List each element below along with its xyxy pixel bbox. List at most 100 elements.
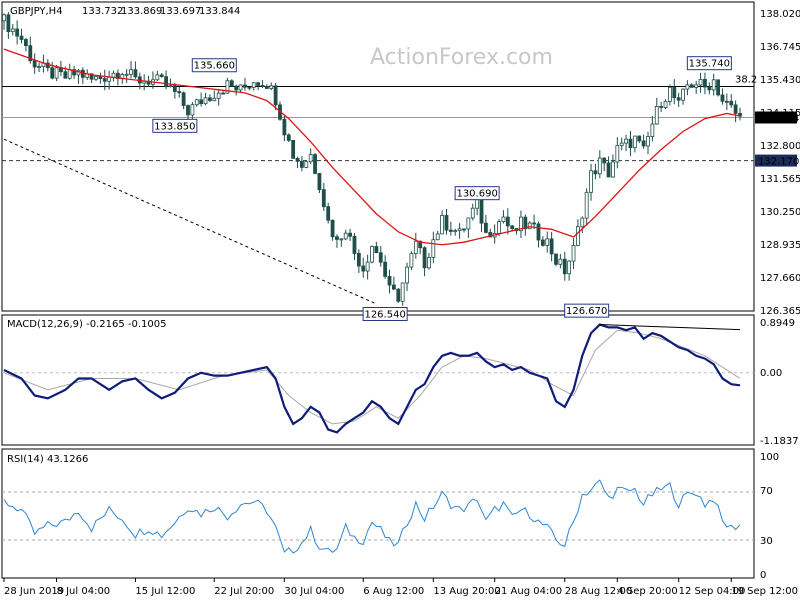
candle-body: [628, 138, 633, 149]
x-tick-label: 4 Sep 20:00: [617, 586, 677, 597]
candle-body: [576, 226, 580, 246]
candle-body: [177, 91, 182, 94]
candle-body: [10, 28, 15, 32]
candle-body: [615, 145, 620, 163]
price-label: 135.740: [689, 59, 730, 70]
candle-body: [304, 161, 309, 168]
candle-body: [602, 157, 607, 164]
candle-body: [724, 100, 729, 103]
macd-divergence-line: [599, 324, 741, 331]
price-label: 130.690: [456, 189, 497, 200]
candle-body: [632, 135, 637, 149]
candle-body: [479, 196, 484, 224]
x-tick-label: 28 Aug 12:00: [565, 586, 632, 597]
candle-body: [729, 100, 734, 106]
candle-body: [619, 142, 624, 147]
price-tick: 126.365: [760, 306, 800, 317]
candle-body: [453, 230, 458, 233]
rsi-title: RSI(14) 43.1266: [7, 454, 88, 465]
candle-body: [37, 66, 41, 68]
x-tick-label: 30 Jul 04:00: [284, 586, 344, 597]
candle-body: [247, 86, 252, 89]
candle-body: [32, 60, 37, 68]
macd-title: MACD(12,26,9) -0.2165 -0.1005: [7, 319, 167, 330]
candle-body: [405, 266, 409, 284]
price-label: 133.850: [154, 121, 195, 132]
candle-body: [159, 74, 164, 78]
candle-body: [558, 258, 563, 265]
candle-body: [155, 74, 160, 81]
rsi-line: [3, 479, 741, 554]
x-tick-label: 22 Jul 20:00: [214, 586, 274, 597]
candle-body: [383, 261, 388, 277]
candle-body: [111, 72, 116, 78]
candle-body: [497, 221, 501, 234]
candle-body: [676, 97, 681, 101]
price-tick: 135.430: [760, 75, 800, 86]
high-value: 133.869: [121, 6, 162, 17]
candle-body: [427, 257, 431, 269]
macd-y-axis: 0.8949 0.00 -1.1837: [760, 318, 799, 447]
candle-body: [422, 247, 427, 269]
x-tick-label: 21 Aug 04:00: [495, 586, 562, 597]
candle-body: [532, 222, 536, 225]
candle-body: [711, 79, 716, 91]
price-tick: 127.660: [760, 273, 800, 284]
candle-body: [440, 215, 444, 235]
watermark: ActionForex.com: [370, 45, 553, 70]
support-tag-box: [755, 154, 797, 167]
rsi-tick: 70: [760, 486, 773, 497]
candle-body: [738, 113, 742, 117]
candle-body: [672, 86, 677, 99]
candle-body: [98, 76, 103, 79]
candle-body: [457, 228, 462, 232]
candle-body: [317, 173, 322, 191]
price-label-box: [362, 306, 408, 321]
candle-body: [681, 88, 685, 101]
candle-body: [2, 14, 6, 22]
x-tick-label: 8 Jul 04:00: [57, 586, 111, 597]
candle-body: [300, 160, 304, 168]
price-label-box: [191, 58, 237, 73]
candle-body: [269, 85, 274, 89]
x-tick-label: 28 Jun 2019: [4, 586, 64, 597]
price-tick: 131.565: [760, 174, 800, 185]
candle-body: [720, 94, 725, 102]
candle-body: [343, 232, 348, 240]
candle-body: [387, 276, 392, 286]
macd-tick: -1.1837: [760, 436, 799, 447]
candle-body: [536, 223, 541, 241]
candle-body: [549, 238, 554, 255]
x-tick-label: 15 Jul 12:00: [135, 586, 195, 597]
rsi-tick: 0: [760, 570, 766, 581]
candle-body: [67, 69, 72, 79]
candle-body: [356, 253, 361, 267]
trendline: [3, 138, 377, 305]
candle-body: [606, 162, 611, 178]
x-tick-label: 12 Sep 04:00: [679, 586, 746, 597]
candle-body: [238, 84, 243, 91]
candle-body: [348, 232, 352, 237]
candle-body: [470, 207, 475, 219]
rsi-tick: 30: [760, 536, 773, 547]
candle-body: [580, 217, 585, 228]
candle-body: [181, 92, 186, 106]
candle-body: [94, 76, 98, 80]
candle-body: [646, 136, 650, 147]
macd-tick: 0.00: [760, 368, 782, 379]
candle-body: [444, 215, 449, 231]
candle-body: [63, 71, 68, 79]
candle-body: [295, 157, 300, 162]
candle-body: [484, 222, 488, 233]
macd-signal-line: [3, 329, 741, 425]
candle-body: [89, 73, 94, 80]
price-series-layer: 38.2 135.660 133.850 130.690 126.540 126.670 1…: [2, 11, 799, 321]
candle-body: [216, 92, 221, 99]
candle-body: [505, 216, 510, 227]
candle-body: [282, 118, 287, 136]
candle-body: [260, 85, 265, 87]
candle-body: [637, 135, 642, 142]
candle-body: [527, 222, 532, 230]
candle-body: [501, 216, 506, 222]
